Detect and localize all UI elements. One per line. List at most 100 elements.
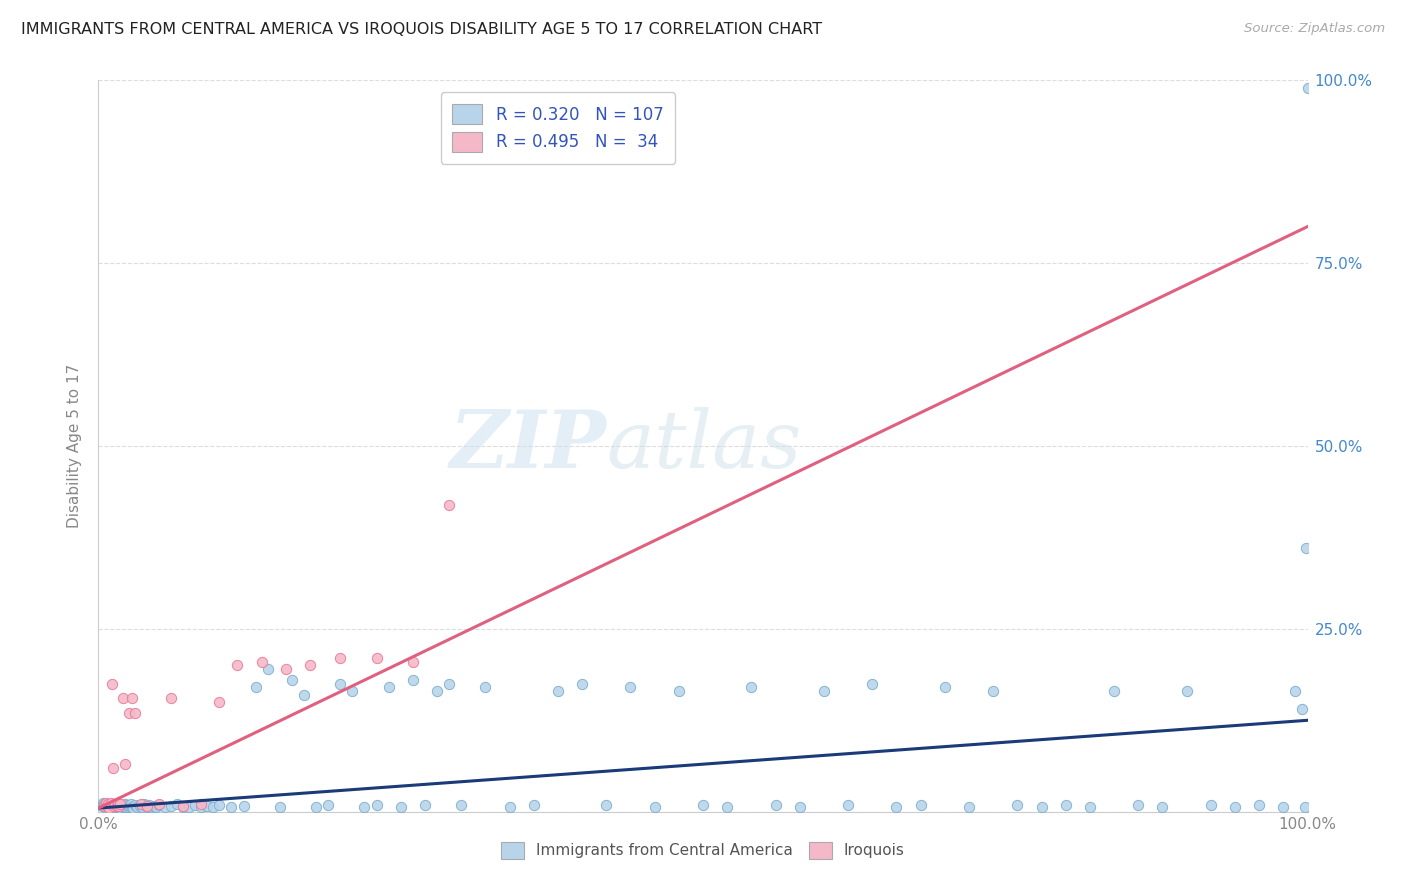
Point [124, 706, 146, 720]
Point [450, 798, 472, 813]
Point [353, 799, 375, 814]
Point [100, 797, 122, 811]
Point [121, 799, 143, 814]
Point [329, 676, 352, 690]
Point [305, 799, 328, 814]
Point [172, 799, 194, 814]
Point [765, 798, 787, 813]
Point [129, 797, 152, 812]
Point [619, 681, 641, 695]
Point [437, 498, 460, 512]
Point [269, 800, 291, 814]
Point [104, 797, 127, 812]
Point [1223, 799, 1246, 814]
Point [135, 798, 157, 813]
Point [571, 676, 593, 690]
Point [93, 797, 115, 812]
Point [138, 798, 160, 813]
Point [91, 798, 114, 813]
Point [1054, 798, 1077, 813]
Point [1175, 684, 1198, 698]
Point [96, 799, 118, 814]
Point [108, 799, 131, 814]
Point [281, 673, 304, 687]
Point [208, 798, 231, 813]
Text: atlas: atlas [606, 408, 801, 484]
Point [91, 796, 114, 810]
Point [118, 798, 141, 813]
Point [105, 798, 128, 813]
Point [115, 799, 138, 814]
Point [100, 796, 122, 810]
Point [101, 799, 124, 814]
Point [107, 796, 129, 810]
Point [274, 662, 297, 676]
Point [1294, 799, 1316, 814]
Point [377, 681, 399, 695]
Point [1102, 684, 1125, 698]
Point [1031, 799, 1053, 814]
Point [100, 676, 122, 690]
Point [202, 800, 225, 814]
Point [108, 801, 131, 815]
Point [644, 799, 666, 814]
Point [740, 681, 762, 695]
Point [94, 796, 117, 810]
Point [299, 658, 322, 673]
Point [232, 798, 254, 813]
Point [160, 798, 183, 813]
Point [98, 800, 121, 814]
Point [716, 799, 738, 814]
Point [366, 798, 388, 813]
Point [148, 798, 170, 813]
Point [103, 798, 125, 813]
Point [245, 681, 267, 695]
Text: Source: ZipAtlas.com: Source: ZipAtlas.com [1244, 22, 1385, 36]
Point [934, 681, 956, 695]
Point [118, 800, 141, 814]
Point [860, 676, 883, 690]
Point [402, 655, 425, 669]
Point [1007, 798, 1029, 813]
Point [103, 798, 125, 813]
Point [166, 797, 188, 812]
Point [134, 797, 156, 812]
Point [141, 800, 163, 814]
Point [111, 800, 134, 814]
Point [886, 799, 908, 814]
Point [498, 799, 520, 814]
Point [292, 688, 315, 702]
Text: IMMIGRANTS FROM CENTRAL AMERICA VS IROQUOIS DISABILITY AGE 5 TO 17 CORRELATION C: IMMIGRANTS FROM CENTRAL AMERICA VS IROQU… [21, 22, 823, 37]
Point [1296, 80, 1319, 95]
Point [145, 799, 167, 814]
Point [143, 798, 166, 813]
Point [437, 676, 460, 690]
Point [426, 684, 449, 698]
Point [190, 797, 212, 812]
Point [668, 684, 690, 698]
Point [474, 681, 496, 695]
Point [96, 798, 118, 813]
Point [107, 797, 129, 812]
Point [117, 798, 139, 813]
Point [1295, 541, 1317, 556]
Y-axis label: Disability Age 5 to 17: Disability Age 5 to 17 [67, 364, 83, 528]
Point [389, 799, 412, 814]
Point [250, 655, 273, 669]
Point [342, 684, 364, 698]
Point [97, 797, 120, 812]
Point [256, 662, 278, 676]
Point [547, 684, 569, 698]
Point [105, 798, 128, 813]
Point [1249, 798, 1271, 813]
Point [128, 798, 150, 813]
Point [692, 798, 714, 813]
Point [93, 798, 115, 813]
Point [98, 801, 121, 815]
Point [100, 798, 122, 813]
Point [97, 798, 120, 813]
Point [131, 800, 153, 814]
Point [122, 801, 145, 815]
Point [101, 761, 124, 775]
Point [1199, 798, 1222, 813]
